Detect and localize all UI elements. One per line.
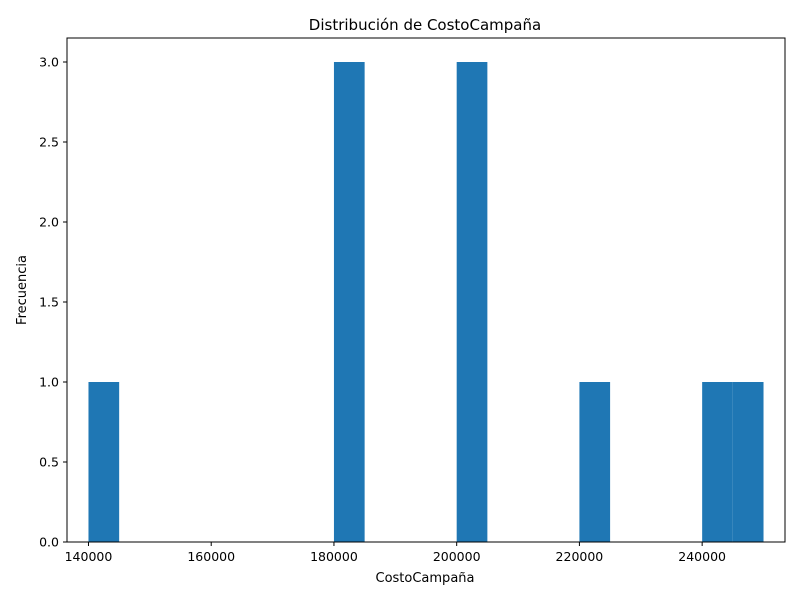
chart-title: Distribución de CostoCampaña xyxy=(309,16,541,34)
histogram-bar xyxy=(702,382,733,542)
y-tick-label: 0.5 xyxy=(39,455,59,470)
histogram-bar xyxy=(333,62,365,542)
histogram-bar xyxy=(579,382,611,542)
y-axis: 0.0 0.5 1.0 1.5 2.0 2.5 3.0 xyxy=(39,55,67,550)
y-tick-label: 2.5 xyxy=(39,135,59,150)
bars-group xyxy=(88,62,764,542)
x-tick-label: 180000 xyxy=(310,549,358,564)
x-tick-label: 160000 xyxy=(187,549,235,564)
x-tick-label: 220000 xyxy=(556,549,604,564)
y-tick-label: 1.0 xyxy=(39,375,59,390)
x-tick-label: 240000 xyxy=(678,549,726,564)
x-tick-label: 200000 xyxy=(433,549,481,564)
x-axis-label: CostoCampaña xyxy=(376,571,475,586)
histogram-bar xyxy=(732,382,764,542)
histogram-bar xyxy=(88,382,120,542)
x-tick-label: 140000 xyxy=(65,549,113,564)
plot-frame xyxy=(66,37,786,543)
y-tick-label: 1.5 xyxy=(39,295,59,310)
y-tick-label: 3.0 xyxy=(39,55,59,70)
y-tick-label: 2.0 xyxy=(39,215,59,230)
y-axis-label: Frecuencia xyxy=(15,255,30,325)
histogram-bar xyxy=(456,62,488,542)
y-tick-label: 0.0 xyxy=(39,535,59,550)
x-axis: 140000 160000 180000 200000 220000 240000 xyxy=(65,542,726,564)
